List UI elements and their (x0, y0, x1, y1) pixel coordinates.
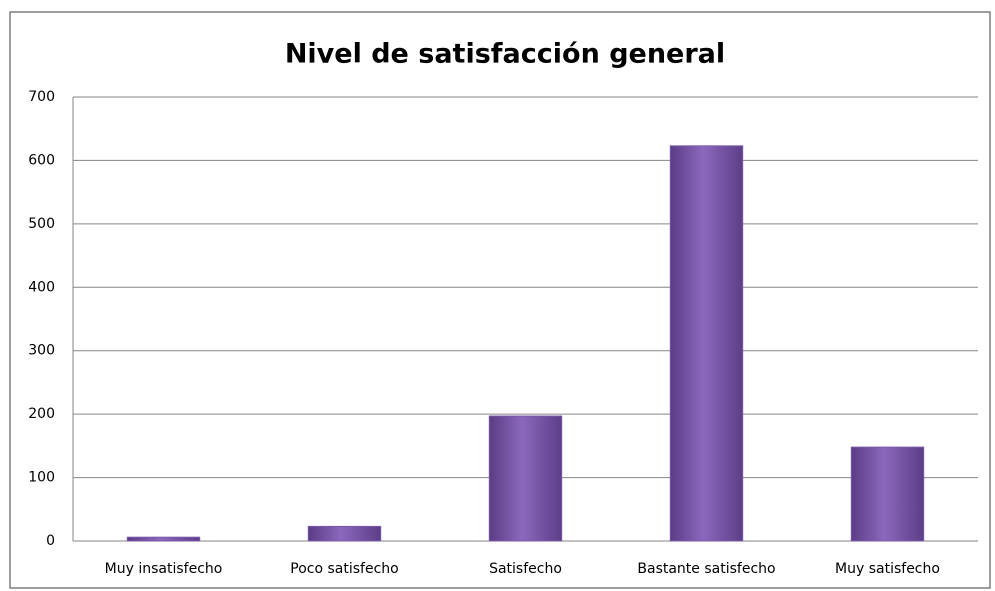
x-tick-label: Muy satisfecho (835, 561, 940, 577)
bar (850, 446, 925, 542)
bar (669, 145, 744, 542)
y-tick-label: 500 (28, 216, 55, 232)
x-tick-label: Bastante satisfecho (637, 561, 775, 577)
x-tick-label: Satisfecho (489, 561, 562, 577)
y-tick-label: 0 (46, 533, 55, 549)
y-tick-label: 400 (28, 279, 55, 295)
chart-title: Nivel de satisfacción general (285, 39, 725, 70)
y-tick-label: 200 (28, 406, 55, 422)
y-tick-label: 300 (28, 343, 55, 359)
x-tick-label: Muy insatisfecho (105, 561, 223, 577)
x-tick-label: Poco satisfecho (290, 561, 398, 577)
bar (488, 415, 563, 542)
y-tick-label: 100 (28, 470, 55, 486)
bar (126, 536, 201, 542)
y-tick-label: 600 (28, 152, 55, 168)
y-tick-label: 700 (28, 89, 55, 105)
bar (307, 525, 382, 542)
